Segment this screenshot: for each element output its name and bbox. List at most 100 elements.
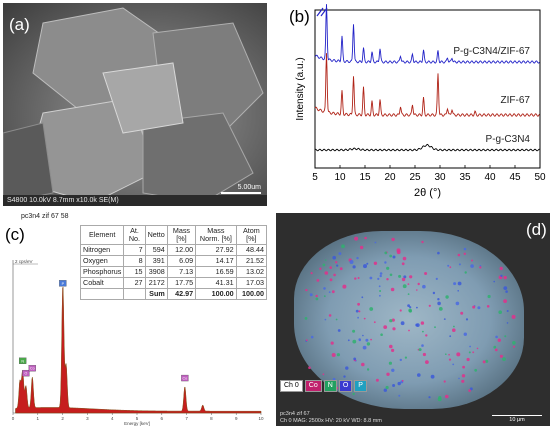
mapping-dot — [331, 342, 334, 345]
mapping-dot — [343, 375, 345, 377]
mapping-dot — [333, 274, 336, 277]
mapping-dot — [422, 285, 426, 289]
mapping-dot — [469, 346, 471, 348]
eds-sum-row: Sum 42.97 100.00 100.00 — [81, 289, 267, 300]
mapping-dot — [462, 366, 465, 369]
eds-spectrum-area — [15, 287, 261, 413]
mapping-dot — [418, 283, 420, 285]
eds-x-tick-label: 9 — [235, 416, 238, 421]
mapping-dot — [512, 341, 516, 345]
eds-marker-p: P — [59, 280, 66, 286]
eds-table-cell: 27.92 — [196, 245, 237, 256]
mapping-dot — [438, 396, 441, 399]
mapping-dot — [421, 344, 424, 347]
eds-x-tick-label: 8 — [210, 416, 213, 421]
mapping-dot — [341, 244, 345, 248]
mapping-dot — [369, 307, 373, 311]
mapping-dot — [429, 305, 431, 307]
mapping-dot — [397, 250, 401, 254]
eds-marker-label: Co — [183, 377, 188, 381]
mapping-dot — [363, 346, 367, 350]
mapping-dot — [402, 278, 405, 281]
mapping-dot — [401, 321, 405, 325]
mapping-dot — [472, 351, 474, 353]
xrd-series-label: P-g-C3N4 — [486, 134, 531, 145]
mapping-dot — [366, 263, 368, 265]
mapping-dot — [340, 267, 343, 270]
eds-marker-o: O — [22, 370, 29, 376]
eds-x-tick-label: 4 — [111, 416, 114, 421]
mapping-dot — [444, 380, 446, 382]
mapping-dot — [389, 255, 392, 258]
mapping-dot — [384, 252, 387, 255]
mapping-dot — [354, 237, 358, 241]
mapping-dot — [358, 277, 360, 279]
mapping-dot — [363, 264, 367, 268]
mapping-dot — [409, 275, 412, 278]
eds-x-tick-label: 1 — [37, 416, 40, 421]
eds-panel: pc3n4 zif 67 58 (c) N O P Co Co 0 1 2 3 4 5 6 7 8 9 10… — [3, 210, 267, 426]
mapping-dot — [498, 310, 502, 314]
eds-column-header: Atom [%] — [236, 226, 266, 245]
mapping-dot — [350, 260, 354, 264]
mapping-dot — [445, 295, 448, 298]
mapping-dot — [316, 298, 319, 301]
mapping-dot — [375, 242, 377, 244]
eds-table-cell: 391 — [145, 256, 167, 267]
mapping-dot — [392, 327, 395, 330]
mapping-dot — [332, 353, 336, 357]
mapping-dot — [474, 369, 477, 372]
mapping-dot — [402, 262, 405, 265]
mapping-dot — [462, 374, 465, 377]
mapping-dot — [336, 265, 338, 267]
eds-table-cell: 12.00 — [167, 245, 195, 256]
eds-table-cell: 594 — [145, 245, 167, 256]
mapping-dot — [384, 389, 387, 392]
mapping-dot — [358, 310, 360, 312]
mapping-dot — [471, 260, 473, 262]
mapping-dot — [379, 285, 381, 287]
eds-table-cell: 41.31 — [196, 278, 237, 289]
mapping-dot — [323, 264, 326, 267]
eds-table-cell: 14.17 — [196, 256, 237, 267]
mapping-dot — [379, 295, 381, 297]
mapping-dot — [504, 276, 507, 279]
mapping-legend-item: O — [339, 380, 352, 392]
mapping-dot — [356, 257, 358, 259]
eds-column-header: Element — [81, 226, 124, 245]
eds-table-cell: Nitrogen — [81, 245, 124, 256]
xrd-x-tick-label: 45 — [509, 172, 521, 183]
mapping-dot — [359, 339, 361, 341]
mapping-dot — [459, 263, 461, 265]
mapping-dot — [337, 353, 340, 356]
sem-crystals-graphic — [3, 3, 267, 206]
mapping-dot — [464, 253, 466, 255]
eds-x-axis-label: Energy [keV] — [124, 421, 150, 426]
eds-table-row: Cobalt 27 2172 17.75 41.31 17.03 — [81, 278, 267, 289]
mapping-dot — [306, 339, 308, 341]
eds-table-cell: 100.00 — [236, 289, 266, 300]
mapping-dot — [383, 325, 387, 329]
mapping-dot — [445, 353, 447, 355]
mapping-dot — [408, 293, 410, 295]
mapping-dot — [503, 286, 507, 290]
mapping-dot — [419, 348, 422, 351]
mapping-dot — [479, 266, 481, 268]
mapping-dot — [434, 326, 436, 328]
panel-label-a: (a) — [9, 15, 30, 35]
xrd-x-tick-label: 50 — [534, 172, 546, 183]
eds-peaks-group — [15, 287, 261, 413]
xrd-x-tick-label: 40 — [484, 172, 496, 183]
mapping-dot — [323, 373, 325, 375]
mapping-dot — [305, 317, 308, 320]
mapping-dot — [458, 378, 460, 380]
mapping-dot — [503, 299, 507, 303]
mapping-dot — [448, 354, 450, 356]
eds-column-header: Mass [%] — [167, 226, 195, 245]
mapping-dot — [329, 314, 332, 317]
mapping-dot — [329, 266, 332, 269]
mapping-dot — [390, 274, 393, 277]
eds-table-cell: 6.09 — [167, 256, 195, 267]
mapping-dot — [405, 357, 407, 359]
mapping-dot — [433, 292, 435, 294]
